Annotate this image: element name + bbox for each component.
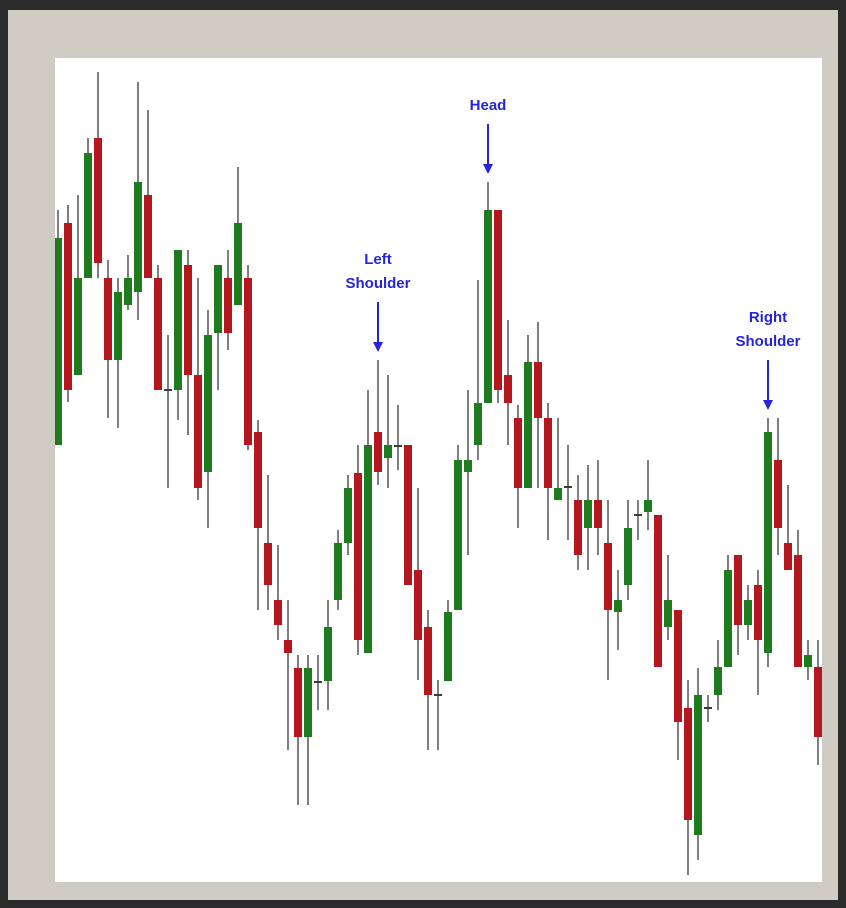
candle-body [404, 445, 412, 585]
candle-body [554, 488, 562, 500]
candle-body [474, 403, 482, 445]
annotation-arrowhead [483, 164, 493, 174]
candle-body [534, 362, 542, 418]
candle-body [494, 210, 502, 390]
candle-body [674, 610, 682, 722]
candle-body [504, 375, 512, 403]
candle-body [284, 640, 292, 653]
annotation-label: Left Shoulder [345, 251, 411, 292]
candle-body [144, 195, 152, 278]
candle-body [484, 210, 492, 403]
candle-body [814, 667, 822, 737]
candle-body [334, 543, 342, 600]
candle-body [74, 278, 82, 375]
candle-body [164, 389, 172, 391]
candle-body [744, 600, 752, 625]
plot-area: Left Shoulder Head Right Shoulder [55, 58, 822, 882]
candle-body [174, 250, 182, 390]
candle-body [804, 655, 812, 667]
annotation-label: Head [469, 97, 507, 114]
candle-body [364, 445, 372, 653]
annotation-label: Right Shoulder [735, 309, 801, 350]
candle-body [454, 460, 462, 610]
candle-body [124, 278, 132, 305]
candle-body [614, 600, 622, 612]
candle-body [734, 555, 742, 625]
candle-body [694, 695, 702, 835]
candle-body [374, 432, 382, 472]
candle-body [564, 486, 572, 488]
candle-body [64, 223, 72, 390]
candle-body [154, 278, 162, 390]
candle-body [624, 528, 632, 585]
candle-body [104, 278, 112, 360]
candle-body [714, 667, 722, 695]
candle-body [754, 585, 762, 640]
candle-body [584, 500, 592, 528]
candle-body [84, 153, 92, 278]
candle-body [514, 418, 522, 488]
chart [55, 72, 822, 875]
candle-body [414, 570, 422, 640]
candle-body [664, 600, 672, 627]
candle-body [684, 708, 692, 820]
candle-body [55, 238, 62, 445]
candle-body [94, 138, 102, 263]
candle-body [294, 668, 302, 737]
candle-body [774, 460, 782, 528]
annotation-arrowhead [763, 400, 773, 410]
candle-body [434, 694, 442, 696]
candle-body [214, 265, 222, 333]
candle-body [204, 335, 212, 472]
candle-body [644, 500, 652, 512]
candle-body [594, 500, 602, 528]
candle-body [194, 375, 202, 488]
candle-body [574, 500, 582, 555]
candle-body [224, 278, 232, 333]
candle-body [114, 292, 122, 360]
candle-body [764, 432, 772, 653]
candle-body [464, 460, 472, 472]
candle-body [544, 418, 552, 488]
candle-body [784, 543, 792, 570]
candle-body [324, 627, 332, 681]
candle-body [654, 515, 662, 667]
candle-body [384, 445, 392, 458]
candle-body [634, 514, 642, 516]
candle-body [354, 473, 362, 640]
candle-body [134, 182, 142, 292]
frame: Left Shoulder Head Right Shoulder [8, 10, 838, 900]
candle-body [444, 612, 452, 681]
candle-body [274, 600, 282, 625]
candle-body [314, 681, 322, 683]
candle-body [704, 707, 712, 709]
candle-body [394, 445, 402, 447]
candle-body [304, 668, 312, 737]
candle-body [424, 627, 432, 695]
candle-body [254, 432, 262, 528]
candle-body [234, 223, 242, 305]
candle-body [244, 278, 252, 445]
candle-body [184, 265, 192, 375]
annotation-arrowhead [373, 342, 383, 352]
candle-body [724, 570, 732, 667]
candle-body [264, 543, 272, 585]
candle-body [344, 488, 352, 543]
candle-body [604, 543, 612, 610]
candle-body [794, 555, 802, 667]
candle-body [524, 362, 532, 488]
